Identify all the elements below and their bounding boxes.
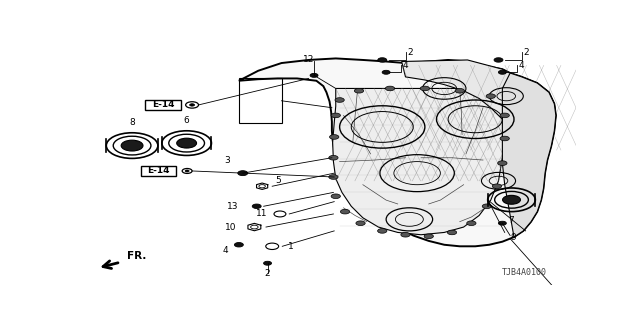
Circle shape xyxy=(500,113,509,118)
Circle shape xyxy=(499,70,506,74)
Circle shape xyxy=(335,98,344,102)
Circle shape xyxy=(424,234,433,239)
Circle shape xyxy=(498,161,507,165)
Text: 5: 5 xyxy=(275,176,281,185)
Circle shape xyxy=(492,184,502,188)
Text: 4: 4 xyxy=(403,61,408,70)
Text: 3: 3 xyxy=(225,156,230,164)
Bar xyxy=(145,100,181,110)
Circle shape xyxy=(356,221,365,226)
Text: 2: 2 xyxy=(265,269,270,278)
Circle shape xyxy=(340,209,349,214)
Circle shape xyxy=(310,73,318,77)
Polygon shape xyxy=(257,183,268,189)
Circle shape xyxy=(331,194,340,198)
Circle shape xyxy=(467,221,476,226)
Text: 2: 2 xyxy=(524,48,529,57)
Circle shape xyxy=(329,175,338,179)
Circle shape xyxy=(482,204,492,209)
Circle shape xyxy=(329,156,338,160)
Polygon shape xyxy=(502,73,556,237)
Circle shape xyxy=(121,140,143,151)
Circle shape xyxy=(378,228,387,233)
Circle shape xyxy=(234,243,243,247)
Circle shape xyxy=(486,94,495,99)
Circle shape xyxy=(447,230,457,235)
Text: E-14: E-14 xyxy=(147,166,170,175)
Text: 1: 1 xyxy=(288,242,294,251)
Text: 2: 2 xyxy=(407,48,413,57)
Text: 6: 6 xyxy=(184,116,189,124)
Text: 8: 8 xyxy=(129,118,135,127)
Polygon shape xyxy=(239,59,556,246)
Text: 13: 13 xyxy=(227,202,239,211)
Circle shape xyxy=(378,58,387,62)
Text: E-14: E-14 xyxy=(152,100,175,109)
Circle shape xyxy=(264,261,271,265)
Circle shape xyxy=(189,104,195,106)
Circle shape xyxy=(382,70,390,74)
Circle shape xyxy=(499,221,506,225)
Circle shape xyxy=(252,204,261,208)
Polygon shape xyxy=(402,60,556,146)
Circle shape xyxy=(502,195,520,204)
Text: 7: 7 xyxy=(509,216,515,225)
Circle shape xyxy=(238,171,248,176)
Circle shape xyxy=(185,170,189,172)
Circle shape xyxy=(330,135,339,139)
Circle shape xyxy=(355,88,364,93)
Circle shape xyxy=(177,138,196,148)
Polygon shape xyxy=(248,223,261,231)
Text: 4: 4 xyxy=(223,246,228,255)
Text: FR.: FR. xyxy=(127,251,146,261)
Bar xyxy=(141,166,176,176)
Text: 9: 9 xyxy=(510,233,516,242)
Circle shape xyxy=(500,136,509,141)
Circle shape xyxy=(331,113,340,118)
Text: TJB4A0100: TJB4A0100 xyxy=(501,268,547,277)
Bar xyxy=(239,78,282,123)
Circle shape xyxy=(385,86,395,91)
Circle shape xyxy=(420,86,429,91)
Text: 12: 12 xyxy=(303,55,314,64)
Text: 4: 4 xyxy=(518,61,524,70)
Text: 10: 10 xyxy=(225,222,237,232)
Circle shape xyxy=(494,58,503,62)
Circle shape xyxy=(401,232,410,237)
Text: 11: 11 xyxy=(256,210,268,219)
Polygon shape xyxy=(333,88,505,235)
Circle shape xyxy=(455,88,465,93)
